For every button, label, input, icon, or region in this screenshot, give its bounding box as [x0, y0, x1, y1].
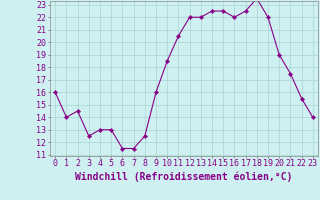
X-axis label: Windchill (Refroidissement éolien,°C): Windchill (Refroidissement éolien,°C)	[75, 171, 293, 182]
